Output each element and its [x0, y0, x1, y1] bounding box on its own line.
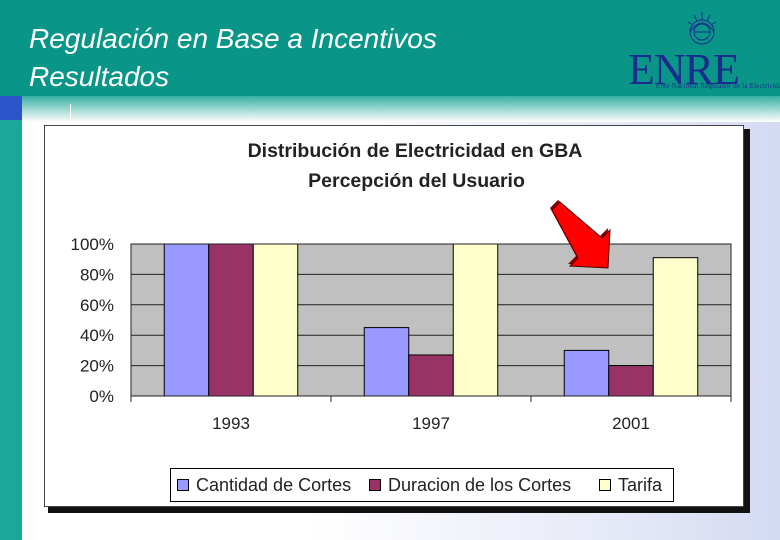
- y-tick-label: 60%: [80, 296, 114, 315]
- chart-legend: Cantidad de Cortes Duracion de los Cortes…: [170, 468, 674, 502]
- bar-duracion-de-los-cortes-1997: [408, 354, 454, 397]
- bar-cantidad-de-cortes-2001: [563, 349, 610, 397]
- header-gradient-strip: [22, 96, 780, 122]
- legend-label: Cantidad de Cortes: [196, 474, 352, 495]
- y-tick-label: 20%: [80, 357, 114, 376]
- legend-swatch: [599, 479, 611, 491]
- logo-wordmark: ENRE: [628, 45, 740, 94]
- legend-item: Cantidad de Cortes: [177, 469, 351, 501]
- legend-item: Duracion de los Cortes: [369, 469, 571, 501]
- y-tick-label: 80%: [80, 265, 114, 284]
- x-tick-label: 2001: [612, 414, 650, 433]
- divider-mark: [70, 104, 71, 122]
- argentina-seal-icon: [687, 12, 717, 45]
- bar-cantidad-de-cortes-1997: [363, 327, 410, 397]
- y-tick-label: 100%: [71, 235, 114, 254]
- header-band: [0, 0, 780, 96]
- legend-swatch: [369, 479, 381, 491]
- legend-label: Tarifa: [618, 474, 663, 495]
- y-tick-label: 0%: [89, 387, 114, 406]
- left-accent-square: [0, 96, 22, 120]
- chart-subtitle: Percepción del Usuario: [308, 170, 525, 192]
- legend-item: Tarifa: [599, 469, 662, 501]
- bar-cantidad-de-cortes-1993: [163, 243, 210, 397]
- red-arrow-icon: [550, 200, 611, 269]
- left-accent-bar: [0, 96, 22, 540]
- logo-subtitle: Ente Nacional Regulador de la Electricid…: [656, 82, 780, 90]
- slide-title: Regulación en Base a Incentivos: [29, 23, 437, 54]
- legend-label: Duracion de los Cortes: [388, 474, 572, 495]
- plot-border: [130, 243, 732, 397]
- x-tick-label: 1993: [212, 414, 250, 433]
- bar-tarifa-1997: [452, 243, 499, 397]
- chart-title: Distribución de Electricidad en GBA: [247, 140, 583, 162]
- x-tick-label: 1997: [412, 414, 450, 433]
- slide-subtitle: Resultados: [29, 61, 170, 92]
- bar-duracion-de-los-cortes-1993: [208, 243, 254, 397]
- bar-duracion-de-los-cortes-2001: [608, 365, 654, 397]
- y-tick-label: 40%: [80, 326, 114, 345]
- enre-logo: ENRE Ente Nacional Regulador de la Elect…: [624, 10, 780, 94]
- bar-tarifa-2001: [652, 257, 699, 397]
- legend-swatch: [177, 479, 189, 491]
- bar-tarifa-1993: [252, 243, 299, 397]
